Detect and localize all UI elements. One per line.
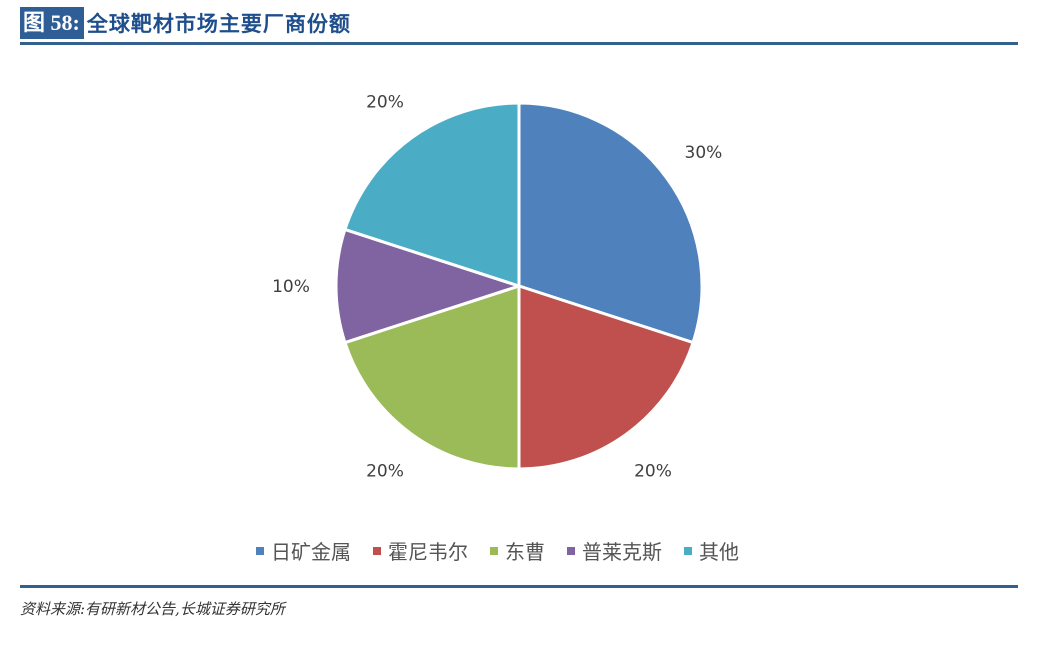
legend-label: 霍尼韦尔	[388, 540, 468, 564]
pie-slice-普莱克斯	[334, 227, 524, 345]
legend-item-tosoh: 东曹	[490, 536, 545, 565]
pie-chart-svg: 30% 20% 20% 10% 20%	[272, 93, 723, 482]
slice-percent-label: 20%	[366, 461, 404, 481]
slice-percent-label: 20%	[366, 93, 404, 113]
pie-slice-其他	[343, 101, 521, 289]
pie-slice-霍尼韦尔	[517, 283, 695, 471]
legend-label: 日矿金属	[271, 540, 351, 564]
source-note: 资料来源:有研新材公告,长城证券研究所	[20, 600, 285, 618]
legend-item-honeywell: 霍尼韦尔	[373, 536, 468, 565]
legend-label: 普莱克斯	[582, 540, 662, 564]
legend-item-praxair: 普莱克斯	[567, 536, 662, 565]
figure-label: 图 58:	[20, 7, 84, 39]
top-divider	[20, 42, 1018, 45]
legend-swatch	[256, 546, 264, 555]
slice-percent-label: 10%	[272, 277, 310, 297]
legend-item-other: 其他	[684, 536, 739, 565]
pie-slice-日矿金属	[517, 101, 704, 345]
slice-percent-label: 20%	[634, 461, 672, 481]
pie-chart: 30% 20% 20% 10% 20%	[0, 50, 1060, 580]
legend-label: 其他	[699, 540, 739, 564]
bottom-divider	[20, 585, 1018, 588]
chart-legend: 日矿金属 霍尼韦尔 东曹 普莱克斯 其他	[256, 536, 761, 565]
legend-swatch	[490, 546, 498, 555]
figure-header: 图 58: 全球靶材市场主要厂商份额	[20, 7, 351, 39]
legend-item-nikko: 日矿金属	[256, 536, 351, 565]
legend-swatch	[684, 546, 692, 555]
legend-swatch	[373, 546, 381, 555]
slice-percent-label: 30%	[685, 143, 723, 163]
pie-slice-东曹	[343, 283, 521, 471]
figure-title: 全球靶材市场主要厂商份额	[86, 11, 351, 36]
legend-label: 东曹	[505, 540, 545, 564]
legend-swatch	[567, 546, 575, 555]
